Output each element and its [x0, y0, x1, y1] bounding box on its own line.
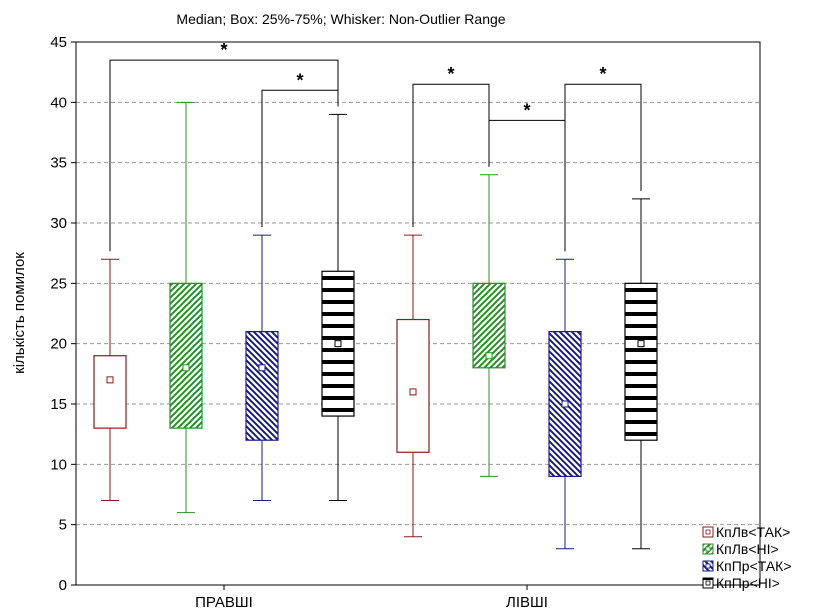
legend-label: КпПр<ТАК>	[716, 558, 792, 574]
axes: 0 5 10 15 20 25 30 35 40 45 ПРАВШІ ЛІВШІ	[50, 34, 548, 611]
y-tick-label: 45	[50, 34, 67, 51]
y-tick-label: 15	[50, 396, 67, 413]
box-1-1	[472, 174, 506, 477]
box-2-0	[245, 234, 279, 502]
legend: КпЛв<ТАК>КпЛв<НІ>КпПр<ТАК>КпПр<НІ>	[702, 524, 792, 591]
significance-brackets: * * * * *	[109, 40, 642, 252]
box-iqr	[93, 355, 127, 429]
significance-star: *	[523, 100, 530, 120]
legend-item: КпПр<ТАК>	[702, 558, 792, 574]
y-tick-label: 35	[50, 155, 67, 172]
median-marker	[561, 400, 569, 408]
significance-bracket	[261, 89, 339, 228]
median-marker	[409, 388, 417, 396]
x-category-label: ЛІВШІ	[506, 594, 548, 611]
significance-star: *	[447, 64, 454, 84]
legend-item: КпЛв<НІ>	[702, 541, 779, 557]
legend-swatch-marker	[705, 563, 711, 569]
median-marker	[258, 364, 266, 372]
median-marker	[182, 364, 190, 372]
box-iqr	[624, 282, 658, 441]
y-tick-label: 30	[50, 215, 67, 232]
box-0-0	[93, 258, 127, 502]
legend-label: КпЛв<ТАК>	[716, 524, 790, 540]
median-marker	[334, 340, 342, 348]
box-iqr	[245, 331, 279, 441]
box-iqr	[396, 318, 430, 453]
median-marker	[485, 352, 493, 360]
box-iqr	[169, 282, 203, 429]
y-tick-label: 0	[59, 577, 67, 594]
median-marker	[106, 376, 114, 384]
legend-item: КпПр<НІ>	[702, 575, 780, 591]
plot-frame	[75, 41, 761, 586]
legend-label: КпПр<НІ>	[716, 575, 780, 591]
significance-bracket	[109, 59, 339, 252]
significance-bracket	[412, 83, 490, 228]
legend-swatch-marker	[705, 529, 711, 535]
y-tick-label: 40	[50, 94, 67, 111]
y-tick-label: 25	[50, 275, 67, 292]
legend-item: КпЛв<ТАК>	[702, 524, 790, 540]
box-2-1	[548, 258, 582, 550]
significance-star: *	[296, 70, 303, 90]
significance-star: *	[220, 40, 227, 60]
legend-label: КпЛв<НІ>	[716, 541, 779, 557]
y-axis-label: кількість помилок	[11, 252, 28, 374]
significance-bracket	[488, 119, 566, 252]
box-0-1	[396, 234, 430, 538]
median-marker	[637, 340, 645, 348]
box-3-1	[624, 198, 658, 550]
chart-title: Median; Box: 25%-75%; Whisker: Non-Outli…	[176, 11, 505, 27]
box-series	[93, 101, 658, 550]
significance-bracket	[564, 83, 642, 252]
legend-swatch-marker	[705, 580, 711, 586]
x-category-label: ПРАВШІ	[195, 594, 253, 611]
y-tick-label: 5	[59, 517, 67, 534]
box-3-0	[321, 113, 355, 502]
y-tick-label: 10	[50, 456, 67, 473]
y-tick-label: 20	[50, 336, 67, 353]
significance-star: *	[599, 64, 606, 84]
legend-swatch-marker	[705, 546, 711, 552]
box-1-0	[169, 101, 203, 514]
